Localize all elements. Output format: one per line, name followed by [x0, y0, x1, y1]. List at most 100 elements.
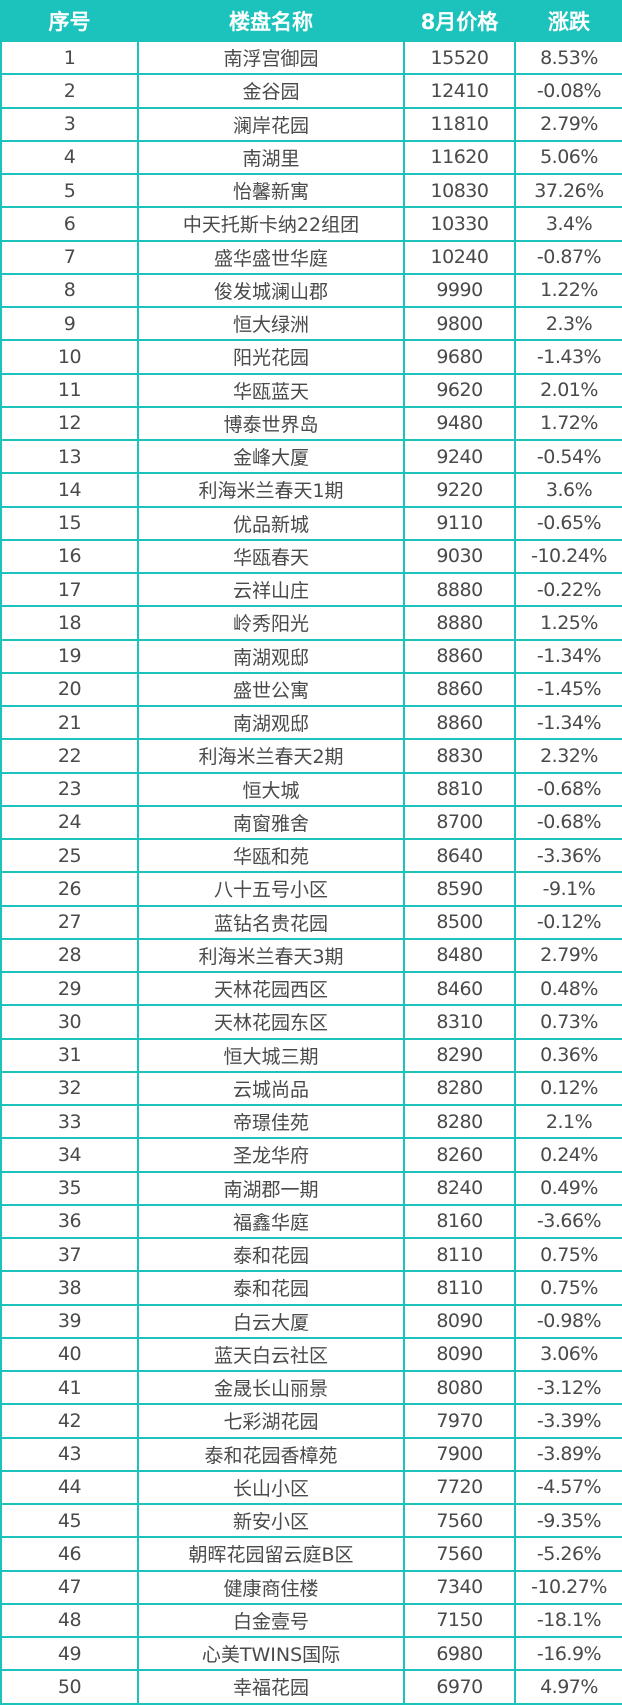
cell-index: 31 [0, 1037, 139, 1073]
cell-name: 华瓯春天 [137, 538, 405, 575]
cell-price: 8080 [403, 1369, 516, 1406]
cell-index: 25 [0, 837, 139, 874]
cell-index: 49 [0, 1635, 139, 1672]
cell-change: 8.53% [514, 39, 622, 76]
cell-change: 0.49% [514, 1170, 622, 1206]
cell-index: 35 [0, 1170, 139, 1206]
cell-name: 华瓯蓝天 [137, 372, 405, 408]
cell-name: 恒大城 [137, 771, 405, 807]
cell-price: 9240 [403, 438, 516, 475]
cell-change: -0.65% [514, 505, 622, 541]
cell-name: 白金壹号 [137, 1602, 405, 1639]
cell-name: 盛华盛世华庭 [137, 239, 405, 275]
cell-index: 34 [0, 1137, 139, 1173]
cell-index: 47 [0, 1569, 139, 1605]
table-row: 21 南湖观邸 8860 -1.34% [0, 704, 622, 741]
table-row: 9 恒大绿洲 9800 2.3% [0, 305, 622, 342]
cell-change: 1.22% [514, 272, 622, 309]
cell-change: -0.54% [514, 438, 622, 475]
cell-price: 8880 [403, 605, 516, 641]
cell-price: 8110 [403, 1270, 516, 1306]
cell-index: 39 [0, 1303, 139, 1339]
cell-price: 8110 [403, 1236, 516, 1273]
cell-index: 7 [0, 239, 139, 275]
cell-name: 利海米兰春天1期 [137, 472, 405, 508]
cell-index: 21 [0, 704, 139, 741]
cell-name: 蓝天白云社区 [137, 1336, 405, 1373]
table-row: 37 泰和花园 8110 0.75% [0, 1236, 622, 1273]
cell-price: 7970 [403, 1403, 516, 1439]
cell-price: 6980 [403, 1635, 516, 1672]
table-row: 2 金谷园 12410 -0.08% [0, 73, 622, 109]
cell-name: 金峰大厦 [137, 438, 405, 475]
header-price: 8月价格 [403, 0, 516, 42]
table-row: 29 天林花园西区 8460 0.48% [0, 970, 622, 1007]
table-row: 32 云城尚品 8280 0.12% [0, 1070, 622, 1107]
cell-index: 14 [0, 472, 139, 508]
table-row: 28 利海米兰春天3期 8480 2.79% [0, 937, 622, 974]
table-row: 25 华瓯和苑 8640 -3.36% [0, 837, 622, 874]
cell-change: -1.34% [514, 638, 622, 674]
cell-price: 8290 [403, 1037, 516, 1073]
table-row: 41 金晟长山丽景 8080 -3.12% [0, 1369, 622, 1406]
cell-index: 13 [0, 438, 139, 475]
cell-name: 八十五号小区 [137, 871, 405, 907]
table-row: 31 恒大城三期 8290 0.36% [0, 1037, 622, 1073]
cell-name: 怡馨新寓 [137, 172, 405, 209]
cell-index: 48 [0, 1602, 139, 1639]
cell-index: 10 [0, 339, 139, 375]
cell-change: 37.26% [514, 172, 622, 209]
table-row: 8 俊发城澜山郡 9990 1.22% [0, 272, 622, 309]
cell-index: 29 [0, 970, 139, 1007]
cell-price: 9990 [403, 272, 516, 309]
cell-change: 2.79% [514, 106, 622, 142]
cell-name: 中天托斯卡纳22组团 [137, 206, 405, 242]
cell-price: 7340 [403, 1569, 516, 1605]
cell-name: 阳光花园 [137, 339, 405, 375]
cell-change: -10.27% [514, 1569, 622, 1605]
cell-name: 帝璟佳苑 [137, 1103, 405, 1140]
cell-index: 50 [0, 1669, 139, 1705]
cell-price: 8090 [403, 1303, 516, 1339]
cell-change: -1.34% [514, 704, 622, 741]
cell-price: 8880 [403, 571, 516, 608]
table-row: 44 长山小区 7720 -4.57% [0, 1469, 622, 1506]
cell-change: 4.97% [514, 1669, 622, 1705]
cell-change: 5.06% [514, 139, 622, 176]
table-row: 11 华瓯蓝天 9620 2.01% [0, 372, 622, 408]
table-row: 16 华瓯春天 9030 -10.24% [0, 538, 622, 575]
table-row: 1 南浮宫御园 15520 8.53% [0, 39, 622, 76]
cell-index: 41 [0, 1369, 139, 1406]
cell-index: 40 [0, 1336, 139, 1373]
cell-price: 8860 [403, 638, 516, 674]
cell-name: 恒大城三期 [137, 1037, 405, 1073]
cell-price: 10240 [403, 239, 516, 275]
cell-change: -0.68% [514, 771, 622, 807]
table-row: 10 阳光花园 9680 -1.43% [0, 339, 622, 375]
cell-index: 23 [0, 771, 139, 807]
cell-name: 南湖观邸 [137, 638, 405, 674]
cell-change: 3.6% [514, 472, 622, 508]
cell-name: 金晟长山丽景 [137, 1369, 405, 1406]
table-row: 14 利海米兰春天1期 9220 3.6% [0, 472, 622, 508]
cell-change: -3.36% [514, 837, 622, 874]
cell-index: 12 [0, 405, 139, 442]
cell-name: 健康商住楼 [137, 1569, 405, 1605]
table-row: 45 新安小区 7560 -9.35% [0, 1502, 622, 1539]
table-row: 42 七彩湖花园 7970 -3.39% [0, 1403, 622, 1439]
cell-price: 8500 [403, 904, 516, 940]
cell-index: 44 [0, 1469, 139, 1506]
table-row: 50 幸福花园 6970 4.97% [0, 1669, 622, 1705]
cell-price: 8260 [403, 1137, 516, 1173]
cell-name: 岭秀阳光 [137, 605, 405, 641]
cell-name: 利海米兰春天2期 [137, 738, 405, 774]
table-row: 20 盛世公寓 8860 -1.45% [0, 671, 622, 708]
cell-name: 南湖观邸 [137, 704, 405, 741]
cell-change: 3.4% [514, 206, 622, 242]
cell-index: 38 [0, 1270, 139, 1306]
cell-price: 15520 [403, 39, 516, 76]
cell-change: -0.08% [514, 73, 622, 109]
cell-name: 利海米兰春天3期 [137, 937, 405, 974]
table-row: 4 南湖里 11620 5.06% [0, 139, 622, 176]
table-row: 35 南湖郡一期 8240 0.49% [0, 1170, 622, 1206]
